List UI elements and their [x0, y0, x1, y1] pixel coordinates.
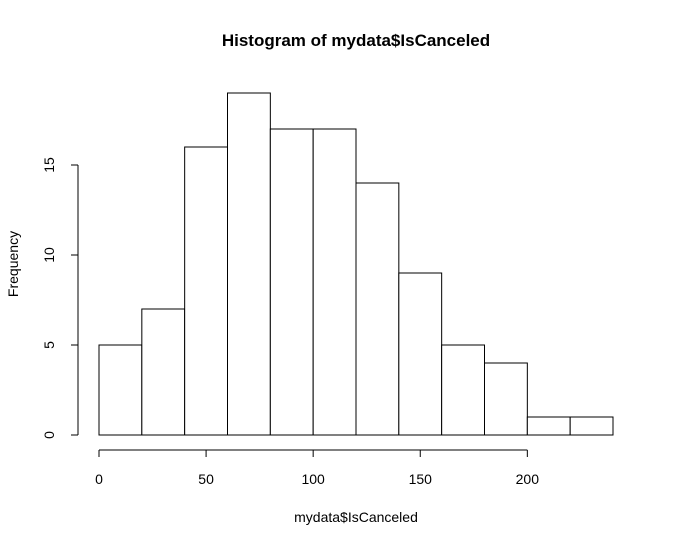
x-tick-label: 200 [516, 471, 540, 487]
x-tick-label: 0 [95, 471, 103, 487]
y-tick-label: 15 [41, 157, 57, 173]
y-axis-label: Frequency [5, 231, 21, 297]
histogram-bar [526, 416, 571, 436]
histogram-bar [184, 146, 229, 436]
histogram-bar [355, 182, 400, 436]
histogram-bar [98, 344, 143, 436]
histogram-bar [569, 416, 614, 436]
histogram-bar [484, 362, 528, 436]
y-tick-label: 5 [41, 341, 57, 349]
histogram-bar [141, 308, 186, 436]
y-tick-label: 0 [41, 431, 57, 439]
x-tick-label: 150 [409, 471, 433, 487]
histogram-bar [398, 272, 443, 436]
histogram-bar [269, 128, 314, 436]
x-axis-label: mydata$IsCanceled [294, 509, 418, 525]
x-tick-label: 100 [301, 471, 325, 487]
x-tick-label: 50 [198, 471, 214, 487]
histogram-bar [441, 344, 485, 436]
x-axis: 0 50 100 150 200 [95, 449, 540, 487]
histogram-bar [312, 128, 357, 436]
chart-title: Histogram of mydata$IsCanceled [222, 31, 490, 50]
histogram-bar [227, 92, 271, 436]
y-axis: 0 5 10 15 [41, 157, 79, 439]
bars-group [98, 92, 614, 436]
y-tick-label: 10 [41, 247, 57, 263]
